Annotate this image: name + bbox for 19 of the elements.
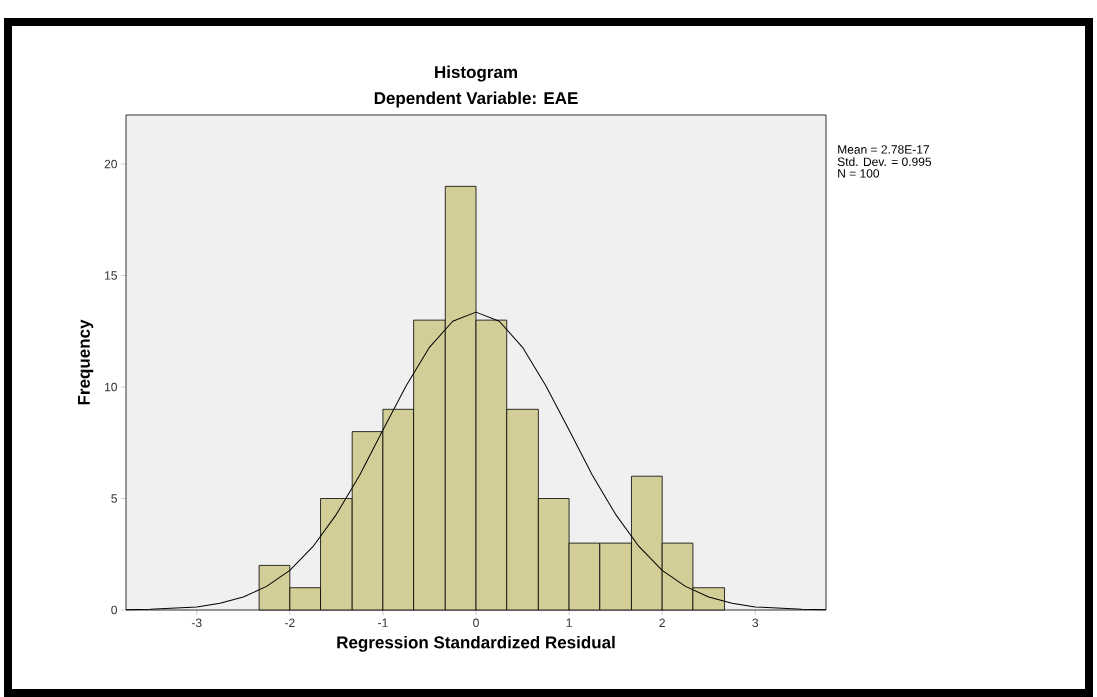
text: Std. Dev. = 0.995 [837,157,932,166]
x-tick-label: 2 [659,618,665,627]
y-tick-label: 0 [111,605,118,615]
y-tick-label: 15 [105,271,117,280]
x-tick-label: 3 [752,618,759,628]
text: N = 100 [838,169,880,178]
x-tick-label: -2 [285,618,295,627]
y-axis-title: Frequency [78,319,94,405]
x-tick-label: -3 [191,618,202,628]
y-tick-label: 5 [111,494,117,503]
x-tick-label: 1 [566,618,572,627]
y-tick-label: 10 [105,382,117,392]
x-tick-label: -1 [378,618,388,627]
y-tick-label: 20 [104,159,117,169]
text: Mean = 2.78E-17 [838,145,929,154]
x-tick-label: 0 [473,618,479,628]
chart-subtitle: Dependent Variable: EAE [374,91,578,108]
x-axis-title: Regression Standardized Residual [337,635,615,652]
chart-title: Histogram [435,65,517,82]
